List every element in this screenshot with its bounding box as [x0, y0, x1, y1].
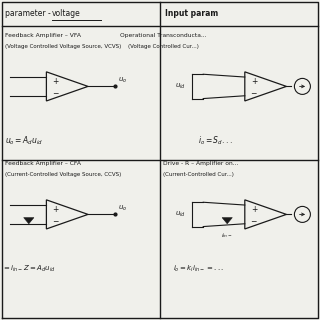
Text: +: +	[52, 205, 59, 214]
Text: $u_{id}$: $u_{id}$	[175, 210, 186, 219]
Text: +: +	[52, 77, 59, 86]
Text: Input param: Input param	[165, 9, 218, 18]
Polygon shape	[222, 218, 232, 224]
Text: +: +	[251, 205, 257, 214]
Text: Feedback Amplifier – VFA: Feedback Amplifier – VFA	[5, 33, 81, 38]
Text: Drive - R – Amplifier on...: Drive - R – Amplifier on...	[163, 161, 239, 166]
Text: $-$: $-$	[52, 87, 60, 97]
Text: Operational Transconducta...: Operational Transconducta...	[120, 33, 206, 38]
Text: $-$: $-$	[250, 215, 258, 225]
Polygon shape	[24, 218, 34, 224]
Text: Feedback Amplifier – CFA: Feedback Amplifier – CFA	[5, 161, 81, 166]
Text: $i_o = k_i i_{in-} = ...$: $i_o = k_i i_{in-} = ...$	[173, 264, 224, 274]
Text: parameter -: parameter -	[5, 9, 53, 18]
Text: (Voltage Controlled Cur...): (Voltage Controlled Cur...)	[128, 44, 199, 49]
Text: (Voltage Controlled Voltage Source, VCVS): (Voltage Controlled Voltage Source, VCVS…	[5, 44, 121, 49]
Text: voltage: voltage	[52, 9, 81, 18]
Text: +: +	[251, 77, 257, 86]
Text: (Current-Controlled Voltage Source, CCVS): (Current-Controlled Voltage Source, CCVS…	[5, 172, 121, 177]
Text: $u_o$: $u_o$	[118, 204, 127, 213]
Text: $i_{in-}$: $i_{in-}$	[221, 231, 233, 240]
Text: $u_o$: $u_o$	[118, 76, 127, 85]
Text: $i_o = S_d ...$: $i_o = S_d ...$	[198, 134, 233, 147]
Text: $-$: $-$	[250, 87, 258, 97]
Text: $= i_{in-} Z = A_d u_{id}$: $= i_{in-} Z = A_d u_{id}$	[2, 264, 55, 274]
Text: (Current-Controlled Cur...): (Current-Controlled Cur...)	[163, 172, 234, 177]
Text: $-$: $-$	[52, 215, 60, 225]
Text: $u_{id}$: $u_{id}$	[175, 82, 186, 91]
Text: $u_o = A_d u_{id}$: $u_o = A_d u_{id}$	[5, 134, 43, 147]
